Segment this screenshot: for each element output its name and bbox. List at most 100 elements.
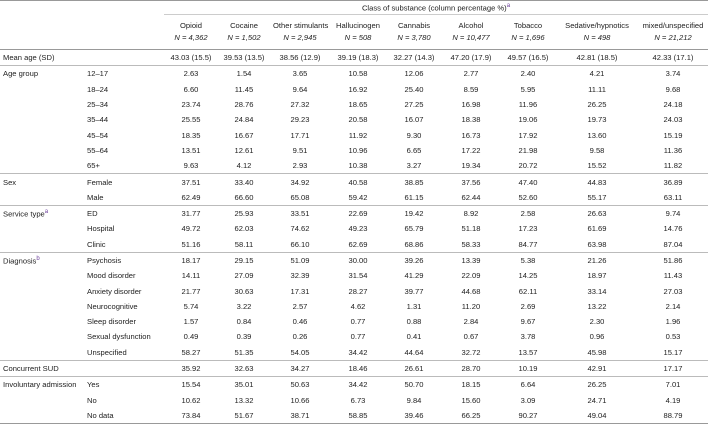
column-header: Opioid N = 4,362: [164, 14, 218, 50]
value-cell: 51.16: [164, 236, 218, 253]
value-cell: 3.65: [292, 69, 308, 79]
column-header: Cocaine N = 1,502: [218, 14, 270, 50]
value-cell: 17.31: [290, 286, 310, 296]
header-title: Class of substance (column percentage %)…: [164, 0, 708, 15]
row-label: Yes: [87, 380, 100, 390]
value-cell: 49.23: [348, 224, 368, 234]
column-header: mixed/unspecified N = 21,212: [638, 14, 708, 50]
column-n: N = 1,502: [227, 33, 261, 42]
table-row: 45–54 18.35 16.67 17.71 11.92 9.30 16.73 17.92 1…: [0, 127, 708, 142]
value-cell: 43.03 (15.5): [164, 49, 218, 67]
column-header: Alcohol N = 10,477: [442, 14, 500, 50]
value-cell: 58.11: [218, 236, 270, 253]
value-cell: 88.79: [638, 407, 708, 425]
value-cell: 29.23: [290, 115, 310, 125]
value-cell: 44.83: [587, 177, 607, 187]
value-cell: 0.96: [589, 332, 605, 342]
value-cell: 34.27: [270, 360, 330, 378]
table-row: Sex Female 37.51 33.40 34.92 40.58 38.85 37.56 4…: [0, 174, 708, 190]
value-cell: 19.34: [442, 158, 500, 175]
value-cell: 27.03: [663, 286, 683, 296]
value-cell: 20.72: [500, 158, 556, 175]
empty-cell: [84, 49, 164, 67]
value-cell: 25.40: [404, 84, 424, 94]
value-cell: 5.95: [520, 84, 536, 94]
value-cell: 10.19: [500, 360, 556, 378]
value-cell: 13.22: [587, 301, 607, 311]
value-cell: 3.74: [665, 69, 681, 79]
value-cell: 84.77: [500, 236, 556, 253]
value-cell: 0.53: [665, 332, 681, 342]
value-cell: 2.40: [520, 69, 536, 79]
value-cell: 2.14: [665, 301, 681, 311]
value-cell: 36.89: [663, 177, 683, 187]
value-cell: 2.57: [292, 301, 308, 311]
section-label: [0, 236, 84, 253]
value-cell: 62.44: [442, 189, 500, 206]
value-cell: 58.85: [330, 407, 386, 425]
value-cell: 62.03: [234, 224, 254, 234]
column-row: Opioid N = 4,362 Cocaine N = 1,502 Other sti…: [0, 14, 708, 50]
value-cell: 18.35: [181, 130, 201, 140]
column-name: Cocaine: [230, 21, 258, 30]
row-label: 65+: [84, 158, 164, 175]
value-cell: 45.98: [556, 344, 638, 361]
column-header: Tobacco N = 1,696: [500, 14, 556, 50]
row-label: 18–24: [87, 84, 109, 94]
value-cell: 0.84: [236, 317, 252, 327]
value-cell: 12.06: [404, 69, 424, 79]
value-cell: 18.65: [348, 100, 368, 110]
column-n: N = 508: [344, 33, 372, 42]
empty-cell: [0, 0, 84, 15]
column-n: N = 10,477: [452, 33, 490, 42]
footnote-mark: a: [506, 2, 511, 9]
column-name: Hallucinogen: [336, 21, 380, 30]
section-label: [0, 283, 84, 298]
value-cell: 38.56 (12.9): [270, 49, 330, 67]
value-cell: 2.30: [589, 317, 605, 327]
table-row: Neurocognitive 5.74 3.22 2.57 4.62 1.31 11.20 2…: [0, 299, 708, 314]
column-name: Sedative/hypnotics: [565, 21, 629, 30]
value-cell: 9.51: [292, 145, 308, 155]
value-cell: 24.03: [663, 115, 683, 125]
section-label: [0, 407, 84, 425]
section-label: Service typea: [0, 205, 84, 221]
value-cell: 8.59: [463, 84, 479, 94]
value-cell: 90.27: [500, 407, 556, 425]
value-cell: 9.67: [520, 317, 536, 327]
value-cell: 6.73: [350, 395, 366, 405]
value-cell: 16.98: [461, 100, 481, 110]
value-cell: 8.92: [463, 209, 479, 219]
value-cell: 9.30: [406, 130, 422, 140]
value-cell: 16.07: [404, 115, 424, 125]
section-label: Concurrent SUD: [0, 360, 84, 378]
value-cell: 13.32: [234, 395, 254, 405]
row-label: 35–44: [87, 115, 109, 125]
value-cell: 44.68: [461, 286, 481, 296]
value-cell: 21.98: [518, 145, 538, 155]
value-cell: 11.45: [234, 84, 254, 94]
row-label: Sexual dysfunction: [87, 332, 151, 342]
column-name: Other stimulants: [273, 21, 329, 30]
value-cell: 62.69: [330, 236, 386, 253]
value-cell: 17.17: [638, 360, 708, 378]
value-cell: 2.77: [463, 69, 479, 79]
row-label: 55–64: [87, 145, 109, 155]
value-cell: 15.52: [556, 158, 638, 175]
value-cell: 17.71: [290, 130, 310, 140]
value-cell: 40.58: [348, 177, 368, 187]
value-cell: 87.04: [638, 236, 708, 253]
row-label: Clinic: [84, 236, 164, 253]
value-cell: 31.54: [348, 271, 368, 281]
value-cell: 14.25: [518, 271, 538, 281]
value-cell: 27.09: [234, 271, 254, 281]
value-cell: 33.51: [290, 209, 310, 219]
value-cell: 10.66: [290, 395, 310, 405]
value-cell: 6.60: [183, 84, 199, 94]
value-cell: 59.42: [330, 189, 386, 206]
value-cell: 13.39: [461, 256, 481, 265]
table-header: Class of substance (column percentage %)…: [0, 0, 708, 50]
value-cell: 47.20 (17.9): [442, 49, 500, 67]
